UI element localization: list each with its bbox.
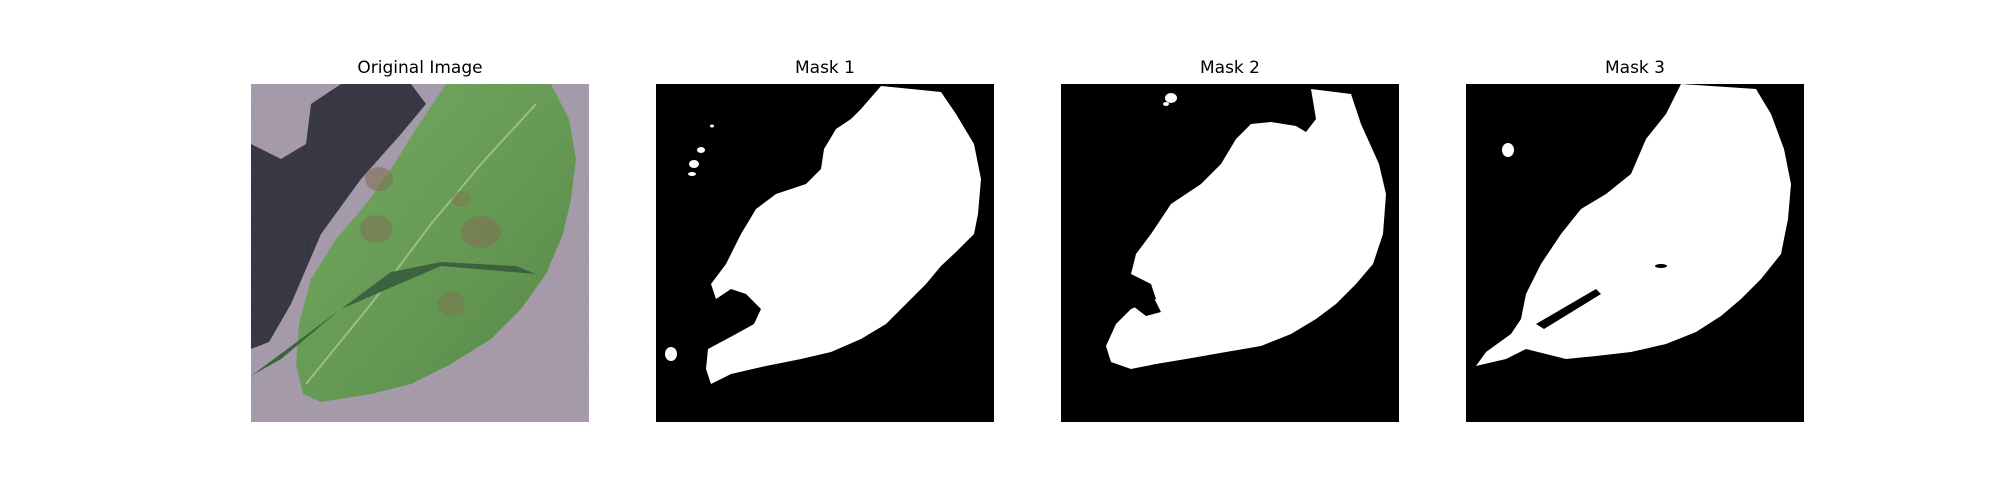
- mask-hole: [1536, 289, 1601, 329]
- panel-mask-3: Mask 3: [1466, 0, 1804, 500]
- mask-foreground: [1106, 89, 1386, 369]
- mask-foreground: [1476, 84, 1791, 366]
- mask-image: [1466, 84, 1804, 422]
- original-leaf-image: [251, 84, 589, 422]
- mask-speck: [665, 347, 677, 361]
- panel-original-image: Original Image: [251, 0, 589, 500]
- mask-hole: [1133, 289, 1161, 316]
- panel-title: Mask 2: [1199, 58, 1260, 78]
- mask-hole: [1655, 264, 1667, 268]
- mask-foreground: [706, 86, 981, 384]
- mask-speck: [697, 147, 705, 153]
- panel-mask-1: Mask 1: [656, 0, 994, 500]
- mask-speck: [1502, 143, 1514, 157]
- panel-title: Mask 3: [1604, 58, 1665, 78]
- panel-title: Mask 1: [794, 58, 855, 78]
- image-grain: [251, 84, 589, 422]
- mask-speck: [1165, 93, 1177, 103]
- mask-speck: [689, 160, 699, 168]
- mask-image: [656, 84, 994, 422]
- mask-speck: [1163, 102, 1169, 106]
- panel-title: Original Image: [357, 58, 483, 78]
- mask-speck: [710, 124, 714, 128]
- mask-speck: [688, 172, 696, 176]
- mask-image: [1061, 84, 1399, 422]
- panel-mask-2: Mask 2: [1061, 0, 1399, 500]
